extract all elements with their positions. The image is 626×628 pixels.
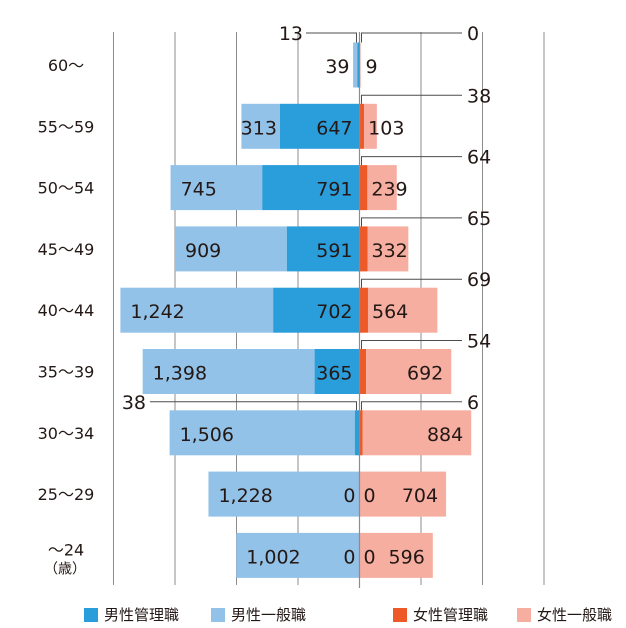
label-male-general-6: 1,506 <box>180 424 234 446</box>
label-male-general-0: 39 <box>325 56 349 78</box>
bar-female-manager-5 <box>359 349 367 394</box>
bar-male-general-3 <box>175 226 287 272</box>
bar-female-general-8 <box>359 532 433 578</box>
leader-female-manager-2 <box>361 156 462 166</box>
label-male-manager-4: 702 <box>316 301 352 323</box>
legend-item-male-manager: 男性管理職 <box>84 604 179 625</box>
bar-male-manager-2 <box>262 165 360 211</box>
age-label-4: 40〜44 <box>38 301 95 320</box>
label-male-general-1: 313 <box>241 117 277 139</box>
legend-swatch-male-manager <box>84 607 98 622</box>
label-female-manager-8: 0 <box>364 546 376 568</box>
label-female-general-7: 704 <box>402 485 438 507</box>
legend-label-female-manager: 女性管理職 <box>413 606 489 624</box>
bar-male-manager-4 <box>273 287 360 333</box>
legend-label-male-general: 男性一般職 <box>231 606 307 624</box>
bar-male-manager-3 <box>286 226 360 272</box>
label-male-manager-7: 0 <box>343 485 355 507</box>
bar-male-general-1 <box>241 103 280 149</box>
leader-female-manager-0 <box>361 32 462 43</box>
leader-male-manager-0 <box>306 32 357 43</box>
chart-legend: 男性管理職 男性一般職 女性管理職 女性一般職 <box>0 604 626 628</box>
bar-male-manager-6 <box>354 410 360 456</box>
label-male-manager-6: 38 <box>122 392 146 414</box>
bar-male-general-0 <box>353 42 358 88</box>
label-male-general-7: 1,228 <box>218 485 272 507</box>
label-female-manager-7: 0 <box>364 485 376 507</box>
bar-female-general-5 <box>366 349 452 394</box>
leader-female-manager-5 <box>361 340 462 349</box>
label-female-manager-5: 54 <box>467 331 491 353</box>
label-female-general-2: 239 <box>371 179 407 201</box>
bar-male-general-2 <box>170 165 263 211</box>
bar-female-general-6 <box>362 410 472 456</box>
label-male-general-2: 745 <box>181 179 217 201</box>
bar-male-manager-1 <box>279 103 360 149</box>
bar-female-general-4 <box>367 287 438 333</box>
label-male-manager-2: 791 <box>316 179 352 201</box>
label-male-manager-5: 365 <box>316 363 352 385</box>
label-female-manager-2: 64 <box>467 147 491 169</box>
bar-female-general-2 <box>367 165 397 211</box>
bar-male-general-6 <box>169 410 355 456</box>
bar-female-general-1 <box>364 103 377 149</box>
age-unit-label: （歳） <box>44 561 86 577</box>
bar-male-general-4 <box>120 287 274 333</box>
legend-swatch-female-general <box>517 607 531 622</box>
bar-female-manager-1 <box>359 103 365 149</box>
label-female-general-1: 103 <box>368 117 404 139</box>
age-label-6: 30〜34 <box>38 424 95 443</box>
label-male-general-4: 1,242 <box>130 301 184 323</box>
label-female-manager-1: 38 <box>467 85 491 107</box>
label-female-general-6: 884 <box>427 424 463 446</box>
label-female-manager-4: 69 <box>467 269 491 291</box>
legend-item-male-general: 男性一般職 <box>211 604 306 625</box>
leader-female-manager-6 <box>361 401 462 411</box>
bar-female-manager-2 <box>359 165 368 211</box>
label-male-general-3: 909 <box>185 240 221 262</box>
bar-male-manager-0 <box>357 42 360 88</box>
label-male-manager-8: 0 <box>343 546 355 568</box>
bar-male-general-7 <box>208 471 360 517</box>
bar-female-general-7 <box>359 471 447 517</box>
legend-swatch-female-manager <box>393 607 407 622</box>
label-female-manager-6: 6 <box>467 392 479 414</box>
label-female-general-8: 596 <box>389 546 425 568</box>
age-label-3: 45〜49 <box>38 240 95 259</box>
label-male-general-8: 1,002 <box>246 546 300 568</box>
legend-label-male-manager: 男性管理職 <box>104 606 180 624</box>
bar-female-manager-4 <box>359 287 368 333</box>
label-male-general-5: 1,398 <box>153 363 207 385</box>
label-female-general-5: 692 <box>407 363 443 385</box>
bar-female-general-3 <box>367 226 409 272</box>
label-male-manager-3: 591 <box>316 240 352 262</box>
age-label-8: 〜24 <box>48 540 84 559</box>
label-female-manager-3: 65 <box>467 208 491 230</box>
leader-female-manager-1 <box>361 94 462 104</box>
label-male-manager-1: 647 <box>316 117 352 139</box>
age-label-5: 35〜39 <box>38 363 95 382</box>
bar-female-manager-3 <box>359 226 368 272</box>
label-male-manager-0: 13 <box>279 23 303 45</box>
label-female-general-3: 332 <box>371 240 407 262</box>
legend-item-female-general: 女性一般職 <box>517 604 612 625</box>
leader-female-manager-4 <box>361 278 462 288</box>
age-label-2: 50〜54 <box>38 179 95 198</box>
bar-male-general-5 <box>142 349 315 394</box>
leader-male-manager-6 <box>150 401 357 411</box>
leader-female-manager-3 <box>361 217 462 227</box>
age-label-1: 55〜59 <box>38 117 95 136</box>
legend-item-female-manager: 女性管理職 <box>393 604 488 625</box>
bar-male-general-8 <box>236 532 360 578</box>
bar-female-manager-6 <box>359 410 363 456</box>
legend-label-female-general: 女性一般職 <box>537 606 613 624</box>
label-female-general-0: 9 <box>366 56 378 78</box>
age-label-7: 25〜29 <box>38 485 95 504</box>
legend-swatch-male-general <box>211 607 225 622</box>
label-female-manager-0: 0 <box>467 23 479 45</box>
population-pyramid-chart: 60〜 39 9 55〜59 313 647 103 50〜54 745 791 239 45〜49 9… <box>38 23 545 588</box>
age-label-0: 60〜 <box>48 56 84 75</box>
bar-male-manager-5 <box>314 349 360 394</box>
label-female-general-4: 564 <box>372 301 408 323</box>
